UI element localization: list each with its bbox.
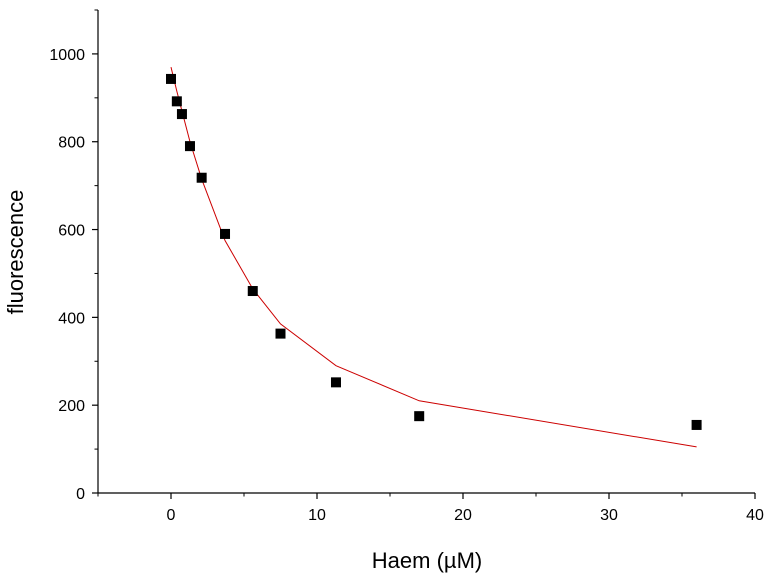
x-axis-label: Haem (µM) <box>372 548 482 573</box>
plot-marks <box>166 66 702 448</box>
data-point <box>275 328 286 339</box>
data-point <box>176 109 187 120</box>
data-point <box>171 96 182 107</box>
y-tick-label: 400 <box>58 310 85 327</box>
y-tick-label: 1000 <box>49 47 85 64</box>
data-point <box>414 411 425 422</box>
data-point <box>247 286 258 297</box>
y-axis-label: fluorescence <box>3 190 28 315</box>
y-tick-label: 0 <box>76 486 85 503</box>
y-tick-label: 600 <box>58 223 85 240</box>
fit-line <box>170 66 697 448</box>
x-tick-label: 20 <box>454 507 472 524</box>
data-point <box>691 419 702 430</box>
x-tick-label: 30 <box>600 507 618 524</box>
data-point <box>330 377 341 388</box>
y-tick-label: 200 <box>58 398 85 415</box>
data-point <box>166 73 176 84</box>
x-tick-label: 10 <box>308 507 326 524</box>
x-tick-label: 0 <box>167 507 176 524</box>
data-point <box>196 172 207 183</box>
y-tick-label: 800 <box>58 135 85 152</box>
data-point <box>220 228 231 239</box>
x-tick-label: 40 <box>746 507 764 524</box>
data-point <box>184 141 195 152</box>
